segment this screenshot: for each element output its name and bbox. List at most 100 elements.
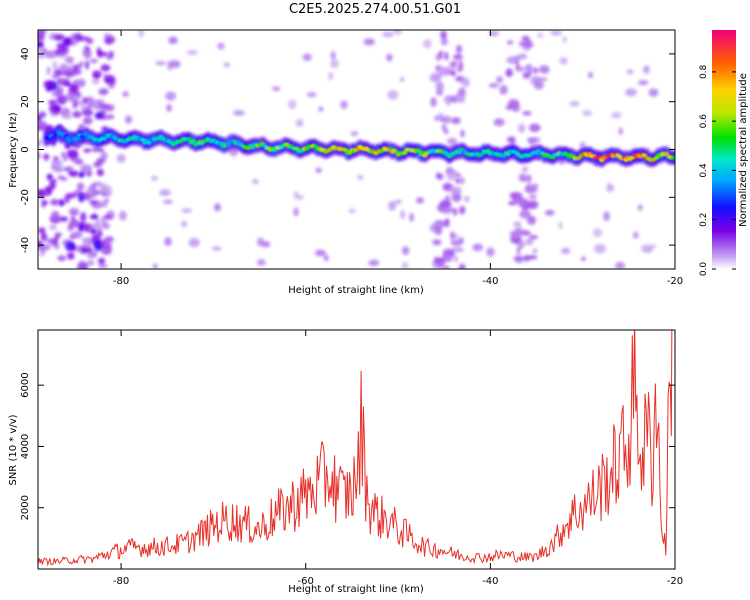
- heatmap-cell: [38, 115, 42, 122]
- heatmap-cell: [430, 97, 437, 107]
- heatmap-cell: [348, 208, 356, 214]
- heatmap-cell: [493, 118, 505, 127]
- heatmap-cell: [416, 148, 422, 153]
- heatmap-cell: [395, 199, 402, 204]
- heatmap-cell: [92, 189, 100, 196]
- heatmap-cell: [434, 115, 441, 121]
- heatmap-cell: [38, 189, 47, 198]
- heatmap-cell: [323, 254, 329, 262]
- heatmap-cell: [350, 131, 359, 137]
- heatmap-cell: [505, 68, 513, 77]
- heatmap-cell: [49, 181, 56, 190]
- heatmap-cell: [80, 212, 87, 222]
- heatmap-cell: [382, 31, 394, 37]
- heatmap-cell: [632, 231, 639, 239]
- heatmap-cell: [82, 97, 88, 104]
- heatmap-cell: [50, 198, 60, 206]
- heatmap-cell: [67, 222, 73, 232]
- heatmap-cell: [521, 177, 526, 182]
- heatmap-cell: [271, 86, 281, 91]
- heatmap-cell: [452, 192, 458, 201]
- heatmap-cell: [517, 198, 530, 208]
- heatmap-cell: [104, 236, 114, 243]
- spectrogram-x-tick-label: -40: [482, 276, 498, 287]
- heatmap-cell: [47, 238, 55, 245]
- heatmap-cell: [444, 51, 449, 61]
- heatmap-cell: [511, 193, 518, 200]
- heatmap-cell: [93, 72, 101, 79]
- heatmap-cell: [519, 66, 525, 73]
- snr-x-tick-label: -80: [113, 576, 129, 587]
- heatmap-cell: [524, 41, 534, 48]
- heatmap-cell: [521, 35, 530, 41]
- heatmap-cell: [86, 260, 95, 266]
- heatmap-cell: [387, 89, 399, 100]
- heatmap-cell: [446, 138, 458, 145]
- heatmap-cell: [499, 84, 508, 95]
- heatmap-cell: [68, 170, 79, 177]
- heatmap-cell: [96, 157, 106, 164]
- heatmap-cell: [486, 247, 495, 257]
- spectrogram-y-label: Frequency (Hz): [8, 112, 19, 188]
- heatmap-cell: [399, 77, 405, 82]
- heatmap-cell: [458, 263, 466, 269]
- heatmap-cell: [559, 57, 568, 65]
- heatmap-cell: [562, 36, 568, 43]
- heatmap-cell: [103, 198, 110, 203]
- heatmap-cell: [62, 40, 70, 46]
- heatmap-cell: [58, 199, 65, 207]
- heatmap-cell: [558, 221, 563, 230]
- heatmap-cell: [81, 247, 92, 254]
- colorbar: 0.0 0.2 0.4 0.6 0.8 Normalized spectral ampl…: [699, 30, 749, 276]
- snr-x-tick-label: -20: [667, 576, 683, 587]
- heatmap-cell: [293, 191, 299, 199]
- heatmap-cell: [45, 85, 52, 92]
- heatmap-cell: [38, 30, 47, 35]
- heatmap-cell: [256, 259, 266, 266]
- snr-ticks: -80 -60 -40 -20 2000 4000 6000: [20, 330, 683, 587]
- heatmap-cell: [101, 136, 107, 141]
- heatmap-cell: [151, 176, 158, 181]
- heatmap-cell: [453, 255, 459, 263]
- snr-x-tick-label: -40: [482, 576, 498, 587]
- heatmap-cell: [92, 234, 97, 243]
- heatmap-cell: [315, 167, 322, 174]
- heatmap-cell: [456, 91, 467, 98]
- heatmap-cell: [514, 55, 520, 66]
- heatmap-cell: [69, 83, 79, 92]
- heatmap-cell: [92, 103, 101, 109]
- heatmap-cell: [496, 76, 503, 84]
- heatmap-cell: [440, 37, 448, 46]
- heatmap-cell: [422, 39, 432, 49]
- heatmap-cell: [452, 247, 464, 253]
- heatmap-cell: [82, 36, 90, 42]
- heatmap-cell: [611, 111, 622, 119]
- heatmap-cell: [517, 53, 528, 60]
- heatmap-cell: [588, 71, 593, 79]
- heatmap-cell: [87, 104, 93, 110]
- heatmap-cell: [124, 115, 133, 124]
- heatmap-cell: [38, 142, 42, 147]
- spectrogram-x-tick-label: -80: [113, 276, 129, 287]
- heatmap-cell: [450, 240, 463, 246]
- heatmap-cell: [429, 72, 442, 83]
- heatmap-cell: [85, 60, 90, 70]
- heatmap-cell: [79, 60, 84, 67]
- heatmap-cell: [223, 62, 230, 68]
- heatmap-cell: [582, 110, 592, 117]
- heatmap-cell: [456, 44, 462, 54]
- heatmap-cell: [89, 229, 98, 234]
- heatmap-cell: [217, 42, 225, 50]
- heatmap-cell: [181, 208, 193, 213]
- heatmap-cell: [510, 230, 521, 239]
- heatmap-cell: [569, 100, 580, 107]
- heatmap-cell: [648, 88, 659, 97]
- heatmap-cell: [626, 69, 634, 75]
- snr-y-tick-label: 4000: [20, 434, 31, 459]
- spectrogram-y-tick-label: 40: [20, 48, 31, 61]
- heatmap-cell: [72, 110, 82, 118]
- colorbar-gradient: [712, 30, 736, 269]
- heatmap-cell: [82, 116, 93, 125]
- heatmap-cell: [80, 164, 93, 173]
- heatmap-cell: [261, 241, 271, 248]
